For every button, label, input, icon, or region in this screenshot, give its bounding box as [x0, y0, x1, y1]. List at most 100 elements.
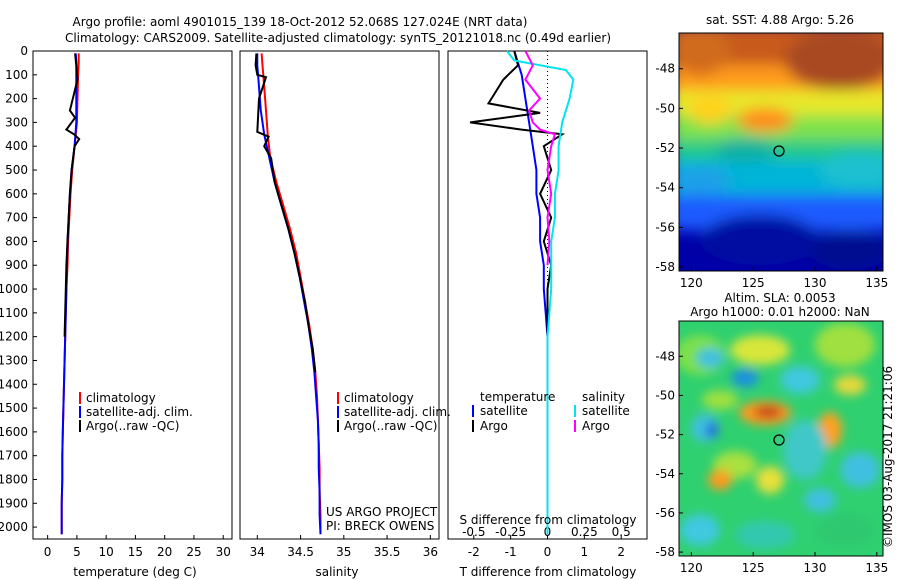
t-difference-axis-label: T difference from climatology — [459, 565, 637, 579]
series-line-argo-raw-qc — [254, 53, 317, 373]
map-y-tick-label: -58 — [655, 260, 675, 274]
legend-label-s-argo: Argo — [582, 419, 610, 433]
y-tick-label: 1600 — [0, 425, 28, 439]
series-line-argo-raw-qc — [63, 53, 81, 337]
y-tick-label: 400 — [5, 139, 28, 153]
sla-map-subtitle: Argo h1000: 0.01 h2000: NaN — [690, 305, 870, 319]
legend-label-argo: Argo(..raw -QC) — [86, 419, 179, 433]
y-tick-label: 500 — [5, 163, 28, 177]
sst-map-frame — [678, 32, 884, 272]
s-diff-tick-label: -0.5 — [462, 525, 485, 539]
x-tick-label: 5 — [73, 545, 81, 559]
map-y-tick-label: -52 — [655, 141, 675, 155]
x-tick-label: 15 — [128, 545, 143, 559]
y-tick-label: 300 — [5, 115, 28, 129]
series-line-argo — [469, 50, 566, 337]
map-x-tick-label: 135 — [865, 561, 888, 575]
map-x-tick-label: 130 — [804, 561, 827, 575]
temperature-panel-frame — [32, 50, 233, 540]
salinity-plot: 34 34.5 35 35.5 36 — [250, 53, 438, 559]
sst-argo-marker — [773, 145, 785, 157]
map-y-tick-label: -58 — [655, 545, 675, 559]
pi-credit: PI: BRECK OWENS — [326, 519, 434, 533]
map-x-tick-label: 120 — [680, 276, 703, 290]
y-tick-label: 1400 — [0, 377, 28, 391]
y-tick-label: 1200 — [0, 330, 28, 344]
timestamp-stamp: ©IMOS 03-Aug-2017 21:21:06 — [881, 366, 895, 548]
x-tick-label: -2 — [468, 545, 480, 559]
y-tick-label: 100 — [5, 68, 28, 82]
sst-map-title: sat. SST: 4.88 Argo: 5.26 — [706, 13, 854, 27]
salinity-panel-frame — [239, 50, 440, 540]
y-tick-label: 900 — [5, 258, 28, 272]
x-tick-label: 0 — [544, 545, 552, 559]
figure-title-line1: Argo profile: aoml 4901015_139 18-Oct-20… — [73, 15, 528, 29]
x-tick-label: 36 — [423, 545, 438, 559]
salinity-axis-label: salinity — [315, 565, 358, 579]
series-line-satellite — [506, 50, 575, 535]
y-tick-label: 1700 — [0, 449, 28, 463]
sla-heatmap — [679, 321, 883, 556]
map-x-tick-label: 125 — [742, 561, 765, 575]
x-tick-label: 35 — [336, 545, 351, 559]
map-y-tick-label: -54 — [655, 181, 675, 195]
project-credit: US ARGO PROJECT — [326, 505, 438, 519]
map-y-tick-label: -50 — [655, 388, 675, 402]
sla-axes: 120 125 130 135 -48 -50 -52 -54 -56 -58 — [655, 349, 888, 575]
legend-title-salinity: salinity — [582, 390, 625, 404]
sst-axes: 120 125 130 135 -48 -50 -52 -54 -56 -58 — [655, 62, 888, 290]
x-tick-label: 25 — [186, 545, 201, 559]
y-tick-label: 1300 — [0, 353, 28, 367]
map-y-tick-label: -54 — [655, 467, 675, 481]
legend-label-satellite: satellite-adj. clim. — [344, 405, 451, 419]
map-x-tick-label: 125 — [742, 276, 765, 290]
legend-label-s-satellite: satellite — [582, 404, 630, 418]
x-tick-label: 2 — [617, 545, 625, 559]
legend-label-climatology: climatology — [344, 391, 414, 405]
map-y-tick-label: -48 — [655, 62, 675, 76]
x-tick-label: 34 — [250, 545, 265, 559]
x-tick-label: 20 — [157, 545, 172, 559]
s-diff-tick-label: 0.5 — [612, 525, 631, 539]
y-tick-label: 1500 — [0, 401, 28, 415]
map-y-tick-label: -48 — [655, 349, 675, 363]
sla-map-title: Altim. SLA: 0.0053 — [724, 291, 835, 305]
y-tick-label: 1100 — [0, 306, 28, 320]
sst-heatmap — [679, 33, 883, 271]
difference-plot: -2 -1 0 1 2-0.5 -0.25 0 0.25 0.5 — [462, 50, 631, 559]
legend-label-t-satellite: satellite — [480, 404, 528, 418]
y-tick-label: 700 — [5, 211, 28, 225]
y-tick-label: 800 — [5, 234, 28, 248]
y-tick-label: 1000 — [0, 282, 28, 296]
y-tick-label: 1800 — [0, 472, 28, 486]
temperature-plot: 0 5 10 15 20 25 30 — [33, 50, 231, 559]
s-difference-axis-label: S difference from climatology — [460, 513, 637, 527]
map-y-tick-label: -56 — [655, 220, 675, 234]
series-line-argo — [524, 50, 557, 266]
y-tick-label: 1900 — [0, 496, 28, 510]
legend-label-satellite: satellite-adj. clim. — [86, 405, 193, 419]
difference-legend: temperature satellite Argo salinity sate… — [472, 390, 630, 433]
s-diff-tick-label: 0.25 — [571, 525, 598, 539]
s-diff-tick-label: -0.25 — [495, 525, 526, 539]
map-y-tick-label: -52 — [655, 428, 675, 442]
map-x-tick-label: 130 — [804, 276, 827, 290]
map-y-tick-label: -56 — [655, 506, 675, 520]
series-line-climatology — [260, 53, 322, 535]
sla-argo-marker — [773, 434, 785, 446]
x-tick-label: 35.5 — [374, 545, 401, 559]
map-y-tick-label: -50 — [655, 101, 675, 115]
sla-map-frame — [678, 320, 884, 557]
map-x-tick-label: 135 — [865, 276, 888, 290]
salinity-legend: climatology satellite-adj. clim. Argo(..… — [337, 391, 451, 433]
x-tick-label: 0 — [44, 545, 52, 559]
figure-title-line2: Climatology: CARS2009. Satellite-adjuste… — [65, 31, 611, 45]
y-tick-label: 600 — [5, 187, 28, 201]
legend-title-temperature: temperature — [480, 390, 555, 404]
legend-label-climatology: climatology — [86, 391, 156, 405]
x-tick-label: 1 — [581, 545, 589, 559]
map-x-tick-label: 120 — [680, 561, 703, 575]
y-tick-label: 0 — [20, 44, 28, 58]
y-tick-label: 2000 — [0, 520, 28, 534]
